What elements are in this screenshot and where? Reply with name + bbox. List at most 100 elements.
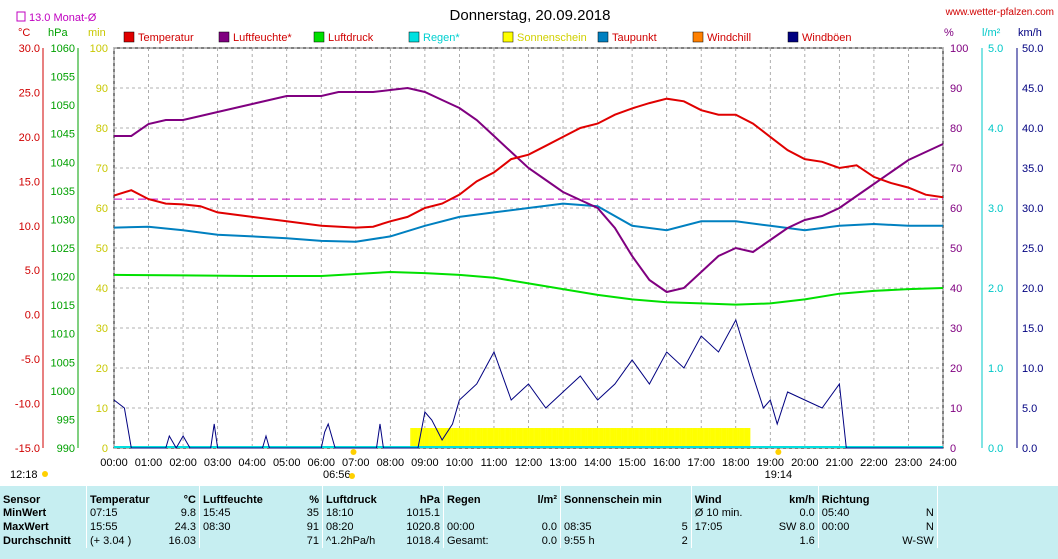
humidity-tick-label: 80 [950,123,962,135]
wind-tick-label: 20.0 [1022,283,1043,295]
pressure-series-line [113,270,944,306]
moon-icon [42,471,48,477]
stats-header-wind-unit: km/h [789,494,815,506]
time-tick-label: 09:00 [411,457,439,469]
pressure-tick-label: 1055 [51,72,75,84]
weather-chart: 30.0 25.0 20.0 15.0 10.0 5.0 0.0 -5.0 -10.0 -15.0… [10,7,1054,481]
legend-swatch-0 [123,31,135,43]
stats-header-temp: Temperatur [86,486,163,506]
pressure-tick-label: 1000 [51,386,75,398]
temp-tick-label: -5.0 [21,354,40,366]
sunset-time: 19:14 [765,469,793,481]
wind-tick-label: 15.0 [1022,323,1043,335]
wind-tick-label: 5.0 [1022,403,1037,415]
humidity-tick-label: 70 [950,163,962,175]
wind-unit: km/h [1018,27,1042,39]
stats-cell-value: 1.6 [799,535,815,547]
stats-cell-value: 16.03 [168,535,196,547]
stats-header-press: Luftdruck [322,486,399,506]
legend-swatch-5 [597,31,609,43]
sun-min-tick-label: 30 [96,323,108,335]
stats-cell-time: 08:20 [322,520,399,534]
time-tick-label: 06:00 [307,457,335,469]
humidity-series-line [114,86,944,294]
temp-tick-label: 10.0 [19,221,40,233]
wind-tick-label: 50.0 [1022,43,1043,55]
stats-row: MinWert 07:15 9.8 15:45 35 18:10 1015.1 Ø 10 mi… [0,506,1058,520]
rain-tick-label: 2.0 [988,283,1003,295]
stats-cell-value: N [925,507,934,519]
sunset-icon [775,449,782,455]
stats-header-rain-unit: l/m² [537,494,557,506]
time-tick-label: 05:00 [273,457,301,469]
stats-row-label: MaxWert [3,521,49,533]
humidity-tick-label: 100 [950,43,968,55]
stats-cell-time: Gesamt: [443,534,520,548]
legend-swatch-1 [218,31,230,43]
time-tick-label: 21:00 [826,457,854,469]
time-tick-label: 24:00 [929,457,957,469]
stats-header-wind: Wind [690,486,758,506]
time-tick-label: 13:00 [549,457,577,469]
wind-tick-label: 40.0 [1022,123,1043,135]
wind-tick-label: 45.0 [1022,83,1043,95]
stats-cell-time: 00:00 [443,520,520,534]
stats-cell-time: 18:10 [322,506,399,520]
sun-min-tick-label: 40 [96,283,108,295]
time-tick-label: 04:00 [238,457,266,469]
pressure-tick-label: 1060 [51,43,75,55]
pressure-tick-label: 1025 [51,243,75,255]
sun-min-tick-label: 20 [96,363,108,375]
sunrise-time: 06:56 [323,469,351,481]
stats-cell-time: 07:15 [86,506,163,520]
stats-cell-value: 2 [681,535,688,547]
pressure-tick-label: 990 [57,443,75,455]
stats-cell-time: 08:30 [199,520,286,534]
pressure-tick-label: 1005 [51,357,75,369]
time-tick-label: 20:00 [791,457,819,469]
stats-row-label: MinWert [3,507,47,519]
humidity-tick-label: 40 [950,283,962,295]
stats-cell-value: 24.3 [174,521,196,533]
sun-min-tick-label: 70 [96,163,108,175]
rain-tick-label: 3.0 [988,203,1003,215]
time-tick-label: 17:00 [687,457,715,469]
monthly-avg-icon [16,11,26,22]
humidity-tick-label: 60 [950,203,962,215]
pressure-tick-label: 1030 [51,214,75,226]
time-tick-label: 00:00 [100,457,128,469]
temp-unit: °C [18,27,30,39]
wind-tick-label: 10.0 [1022,363,1043,375]
stats-cell-value: 0.0 [541,535,557,547]
pressure-tick-label: 1020 [51,272,75,284]
legend-label: Taupunkt [612,32,657,44]
sun-min-tick-label: 90 [96,83,108,95]
stats-cell-value: SW 8.0 [778,521,815,533]
stats-cell-spacer [936,506,1058,520]
time-tick-label: 07:00 [342,457,370,469]
wind-tick-label: 30.0 [1022,203,1043,215]
sun-marker-icon [349,473,355,479]
time-tick-label: 18:00 [722,457,750,469]
legend-swatch-2 [313,31,325,43]
time-tick-label: 02:00 [169,457,197,469]
dewpoint-series-line [113,202,943,243]
pressure-tick-label: 1050 [51,100,75,112]
rain-tick-label: 4.0 [988,123,1003,135]
stats-cell-time [559,506,665,520]
stats-cell-value: 1018.4 [406,535,440,547]
stats-header-spacer [936,486,1058,506]
time-tick-label: 23:00 [895,457,923,469]
stats-cell-value: N [925,521,934,533]
temp-tick-label: 20.0 [19,132,40,144]
stats-row-label: Durchschnitt [3,535,71,547]
stats-header-sun: Sonnenschein min [559,486,665,506]
stats-cell-spacer [936,534,1058,548]
time-tick-label: 16:00 [653,457,681,469]
pressure-unit: hPa [48,27,68,39]
sun-min-tick-label: 80 [96,123,108,135]
pressure-tick-label: 1035 [51,186,75,198]
stats-cell-value: 91 [306,521,319,533]
pressure-tick-label: 1045 [51,129,75,141]
temp-tick-label: 30.0 [19,43,40,55]
